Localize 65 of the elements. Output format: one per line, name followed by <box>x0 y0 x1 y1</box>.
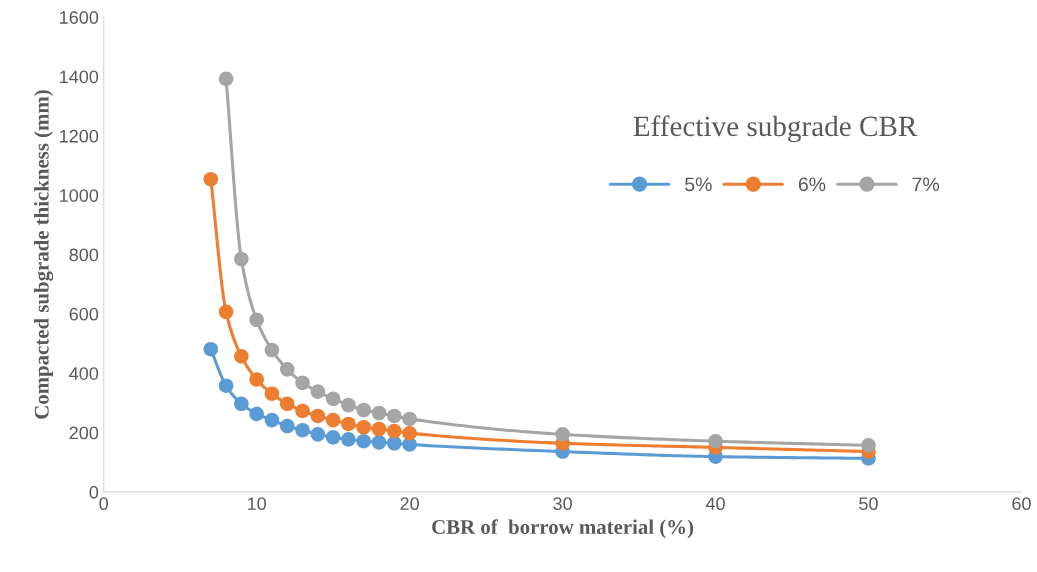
point <box>387 408 402 424</box>
y-tick-label: 1000 <box>60 189 99 202</box>
y-tick-label: 1200 <box>60 129 99 143</box>
point <box>249 372 264 387</box>
legend-title: Effective subgrade CBR <box>633 115 918 143</box>
point <box>402 411 417 427</box>
y-tick-label: 600 <box>69 307 99 321</box>
point <box>356 402 372 418</box>
y-tick-label: 200 <box>69 426 99 440</box>
point <box>325 391 341 407</box>
x-tick-label: 40 <box>705 497 725 511</box>
point <box>387 423 402 439</box>
point <box>218 304 234 320</box>
y-tick-label: 1600 <box>60 11 99 24</box>
y-tick-label: 0 <box>89 485 99 499</box>
point <box>203 341 219 357</box>
point <box>264 386 280 401</box>
point <box>279 396 295 412</box>
point <box>295 403 310 419</box>
x-tick-label: 50 <box>859 497 878 511</box>
y-tick-label: 400 <box>69 367 99 380</box>
point <box>234 349 249 364</box>
point <box>341 432 356 447</box>
point <box>264 412 280 428</box>
point <box>356 433 372 449</box>
y-axis-title: Compacted subgrade thickness (mm) <box>34 90 54 419</box>
point <box>249 312 264 328</box>
x-tick-label: 0 <box>99 497 109 511</box>
point <box>371 421 387 437</box>
point <box>279 418 295 434</box>
point <box>325 412 341 428</box>
point <box>341 397 356 413</box>
point <box>387 435 402 451</box>
x-tick-label: 10 <box>247 497 266 511</box>
x-axis-title: CBR of borrow material (%) <box>432 519 694 539</box>
point <box>249 406 264 422</box>
point <box>295 422 310 438</box>
point <box>264 342 280 358</box>
x-tick-label: 30 <box>553 497 572 511</box>
legend-label: 6% <box>798 177 826 192</box>
point <box>310 427 326 442</box>
point <box>218 71 234 87</box>
point <box>356 419 372 435</box>
point <box>861 438 876 453</box>
x-tick-label: 20 <box>400 497 419 511</box>
x-tick-label: 60 <box>1012 497 1031 511</box>
point <box>218 378 234 393</box>
point <box>371 405 387 421</box>
legend-label: 5% <box>685 177 712 192</box>
y-tick-label: 1400 <box>60 70 99 84</box>
point <box>234 396 249 412</box>
point <box>310 408 326 424</box>
point <box>295 375 310 391</box>
point <box>279 362 295 377</box>
point <box>325 430 341 445</box>
point <box>402 425 417 441</box>
point <box>555 427 570 442</box>
point <box>341 416 356 432</box>
point <box>203 171 219 187</box>
legend-label: 7% <box>912 177 940 192</box>
point <box>310 384 326 399</box>
y-tick-label: 800 <box>69 248 99 262</box>
point <box>371 435 387 450</box>
point <box>234 251 249 267</box>
point <box>708 433 723 449</box>
